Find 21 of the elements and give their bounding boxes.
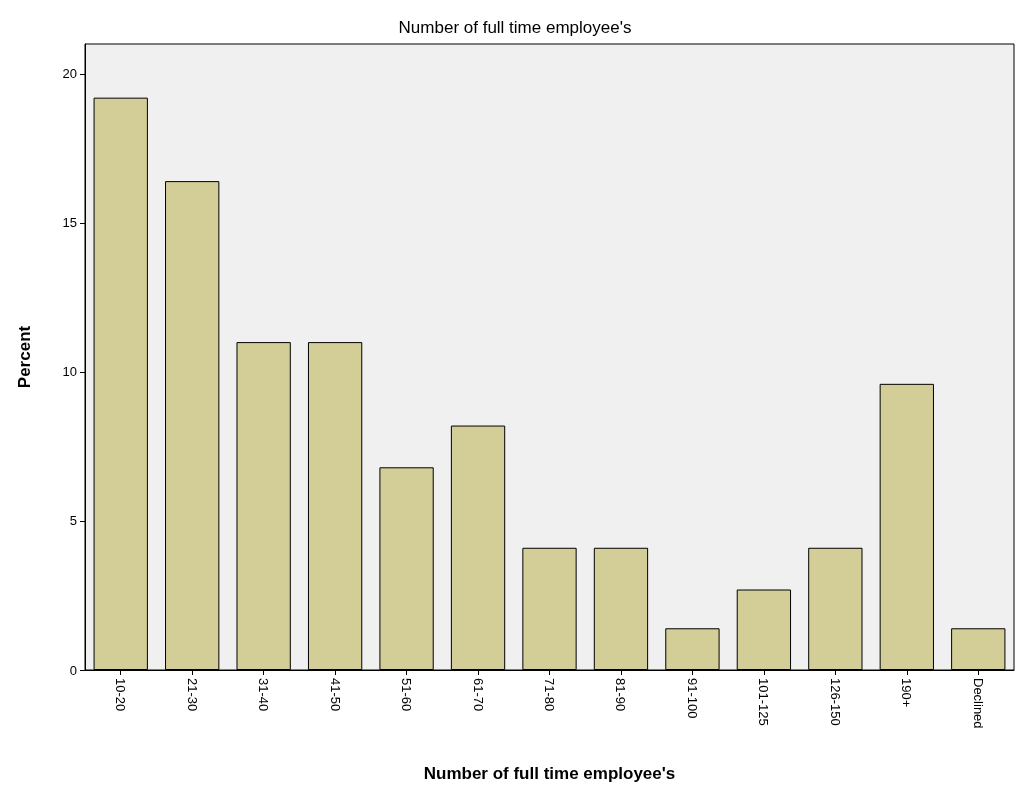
x-tick-label: 190+ [899,678,915,708]
x-tick-label: 101-125 [756,678,772,726]
y-tick-label: 10 [62,364,77,380]
x-tick-label: 31-40 [256,678,272,712]
x-tick-label: Declined [970,678,986,729]
x-tick-label: 71-80 [542,678,557,712]
chart-title: Number of full time employee's [398,18,632,37]
x-tick-label: 41-50 [327,678,343,712]
y-tick-label: 5 [69,513,77,529]
x-axis-title: Number of full time employee's [423,764,676,783]
y-tick-label: 20 [62,66,77,82]
y-tick-label: 15 [62,215,77,231]
x-tick-label: 10-20 [113,678,129,712]
x-tick-label: 51-60 [399,678,415,712]
x-tick-label: 81-90 [613,678,629,712]
x-tick-label: 126-150 [827,678,843,726]
y-tick-label: 0 [69,662,77,678]
x-tick-label: 61-70 [470,678,486,712]
x-tick-label: 91-100 [684,678,700,719]
x-tick-label: 21-30 [184,678,200,712]
y-axis-title: Percent [15,325,34,389]
